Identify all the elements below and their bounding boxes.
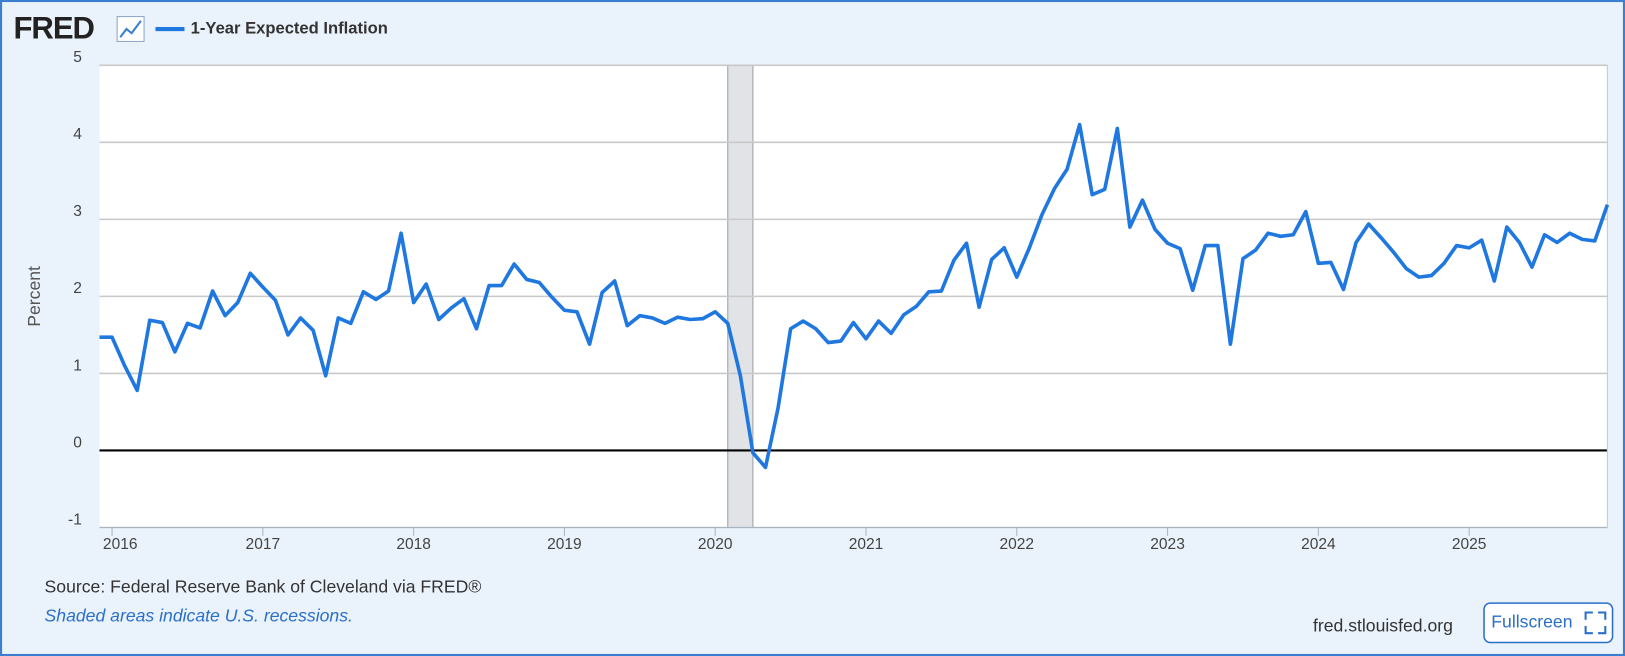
y-tick-label: 4 (73, 126, 82, 143)
button-icon[interactable] (1584, 611, 1607, 635)
x-tick-label: 2017 (246, 536, 281, 553)
x-tick-label: 2022 (1000, 536, 1035, 553)
x-tick-label: 2016 (103, 536, 138, 553)
recession-note: Shaded areas indicate U.S. recessions. (45, 605, 353, 625)
plot: -1 0 1 2 3 4 5 2016 2017 2018 2019 2020 2021 2022 2023… (68, 49, 1610, 553)
fullscreen-button[interactable]: Fullscreen (1483, 602, 1614, 644)
y-tick-label: 2 (73, 280, 82, 297)
x-tick-label: 2021 (849, 536, 884, 553)
x-tick-label: 2020 (698, 536, 733, 553)
x-tick-label: 2025 (1452, 536, 1487, 553)
button-label[interactable]: Fullscreen (1491, 611, 1572, 631)
source: Source: Federal Reserve Bank of Clevelan… (45, 576, 482, 596)
y-tick-label: 5 (73, 49, 82, 66)
x-tick-label: 2018 (396, 536, 431, 553)
logo-icon (116, 16, 145, 42)
x-tick-label: 2019 (547, 536, 582, 553)
y-tick-label: -1 (68, 511, 82, 528)
y-tick-label: 1 (73, 357, 82, 374)
x-tick-label: 2024 (1301, 536, 1336, 553)
logo: FRED (13, 10, 94, 45)
y-axis-label: Percent (24, 266, 44, 327)
y-tick-label: 3 (73, 203, 82, 220)
x-tick-label: 2023 (1150, 536, 1185, 553)
button-box[interactable] (1483, 602, 1614, 644)
y-tick-label: 0 (73, 434, 82, 451)
legend-label: 1-Year Expected Inflation (191, 18, 388, 37)
series-line (99, 122, 1610, 470)
site: fred.stlouisfed.org (1313, 616, 1453, 636)
